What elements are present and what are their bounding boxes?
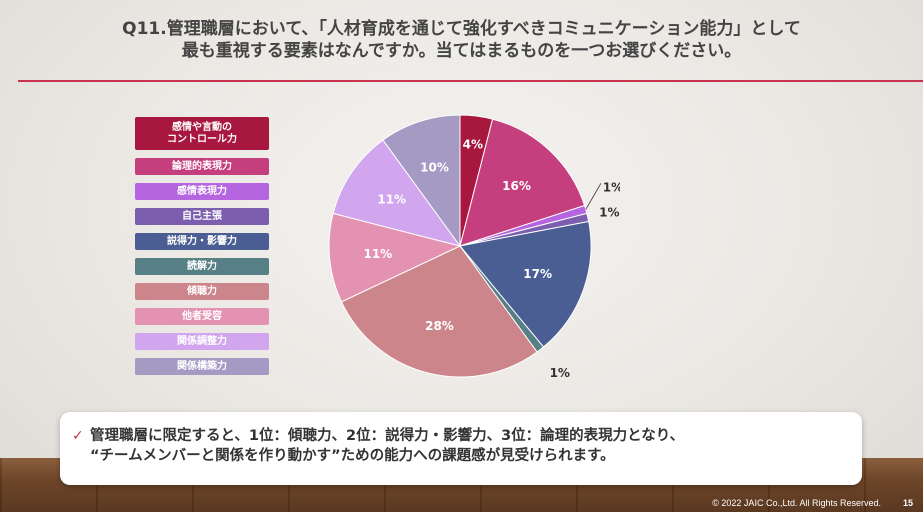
pie-slice-4	[459, 220, 592, 348]
pie-chart: 4% 16% 1% 1% 17% 1% 28% 11% 11% 10%	[328, 114, 620, 380]
legend-item-0: 感情や言動の コントロール力	[135, 117, 269, 150]
title-line-1: Q11.管理職層において、「人材育成を通じて強化すべきコミュニケーション能力」と…	[122, 19, 801, 39]
slice-label-7: 11%	[363, 247, 392, 261]
leader-line-2	[585, 183, 602, 210]
pie-slice-7	[328, 212, 462, 303]
check-icon: ✓	[72, 428, 84, 444]
legend-item-1: 論理的表現力	[135, 158, 269, 175]
slice-label-6: 28%	[425, 319, 454, 333]
title-line-2: 最も重視する要素はなんですか。当てはまるものを一つお選びください。	[181, 41, 742, 61]
pie-slice-8	[332, 139, 462, 247]
summary-line-2: “チームメンバーと関係を作り動かす”ための能力への課題感が見受けられます。	[90, 448, 615, 464]
legend-item-5: 読解力	[135, 258, 269, 275]
slice-label-0: 4%	[463, 138, 483, 152]
legend-item-2: 感情表現力	[135, 183, 269, 200]
pie-slice-6	[340, 245, 538, 378]
chart-legend: 感情や言動の コントロール力論理的表現力 感情表現力自己主張説得力・影響力 読解力傾…	[135, 117, 269, 383]
slide-title: Q11.管理職層において、「人材育成を通じて強化すべきコミュニケーション能力」と…	[0, 18, 923, 62]
legend-item-6: 傾聴力	[135, 283, 269, 300]
legend-item-7: 他者受容	[135, 308, 269, 325]
slice-label-5: 1%	[550, 366, 570, 380]
page-number: 15	[902, 498, 913, 508]
slice-label-2: 1%	[603, 180, 620, 194]
pie-slice-9	[382, 114, 461, 248]
legend-item-4: 説得力・影響力	[135, 233, 269, 250]
summary-text: 管理職層に限定すると、1位：傾聴力、2位：説得力・影響力、3位：論理的表現力とな…	[90, 426, 860, 466]
slice-label-8: 11%	[377, 193, 406, 207]
copyright-footer: © 2022 JAIC Co.,Ltd. All Rights Reserved…	[712, 498, 881, 508]
pie-slice-1	[459, 118, 586, 247]
slice-label-3: 1%	[599, 206, 619, 220]
legend-item-9: 関係構築力	[135, 358, 269, 375]
title-divider	[18, 80, 923, 82]
slice-label-4: 17%	[523, 267, 552, 281]
summary-line-1: 管理職層に限定すると、1位：傾聴力、2位：説得力・影響力、3位：論理的表現力とな…	[90, 428, 685, 444]
legend-item-3: 自己主張	[135, 208, 269, 225]
summary-callout: ✓ 管理職層に限定すると、1位：傾聴力、2位：説得力・影響力、3位：論理的表現力…	[60, 412, 862, 485]
slice-label-9: 10%	[420, 161, 449, 175]
legend-item-8: 関係調整力	[135, 333, 269, 350]
slice-label-1: 16%	[502, 179, 531, 193]
